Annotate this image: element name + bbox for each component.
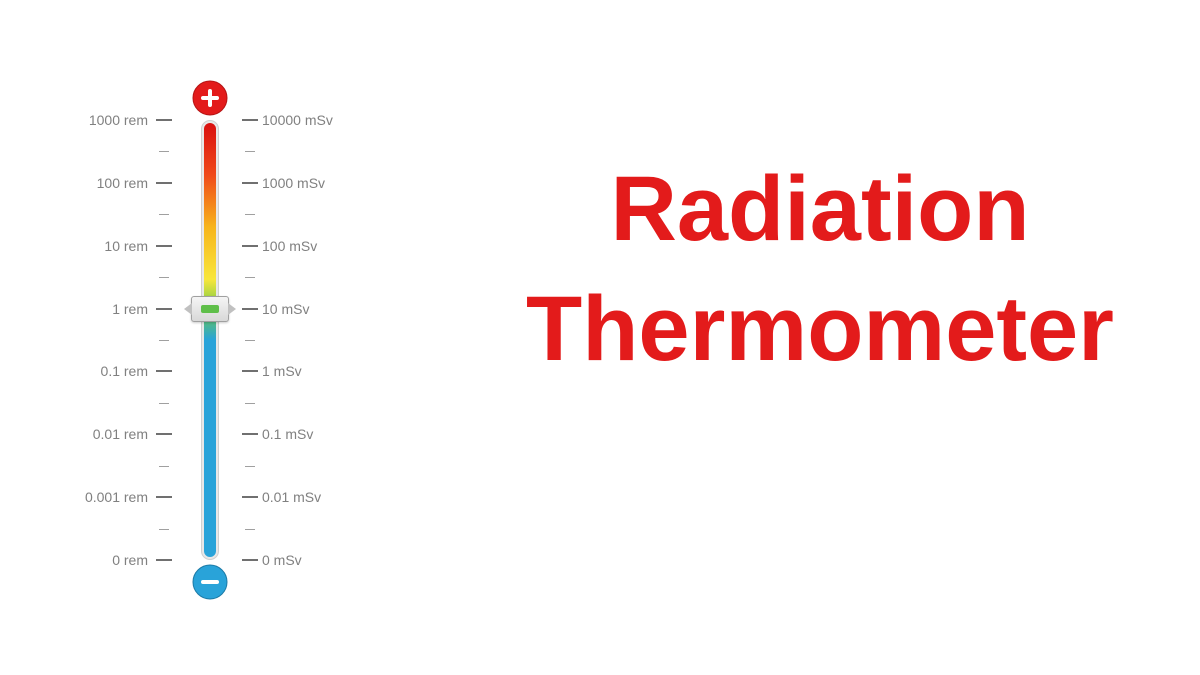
- level-label-left: 0.01 rem: [60, 426, 148, 442]
- level-label-left: 0.001 rem: [60, 489, 148, 505]
- title-block: Radiation Thermometer: [440, 150, 1200, 389]
- title-line-1: Radiation: [440, 150, 1200, 270]
- minor-tick-right: [245, 529, 255, 530]
- minor-tick-right: [245, 340, 255, 341]
- tick-right: [242, 496, 258, 498]
- minor-tick-left: [159, 151, 169, 152]
- minor-tick-right: [245, 403, 255, 404]
- tick-right: [242, 245, 258, 247]
- minor-tick-right: [245, 214, 255, 215]
- tick-left: [156, 245, 172, 247]
- tick-left: [156, 496, 172, 498]
- slider-grip: [201, 305, 219, 313]
- minor-tick-left: [159, 403, 169, 404]
- minor-tick-right: [245, 151, 255, 152]
- level-label-right: 10000 mSv: [262, 112, 362, 128]
- level-label-right: 0.1 mSv: [262, 426, 362, 442]
- level-label-left: 100 rem: [60, 175, 148, 191]
- level-label-right: 0 mSv: [262, 552, 362, 568]
- minor-tick-right: [245, 277, 255, 278]
- level-label-right: 10 mSv: [262, 301, 362, 317]
- tick-right: [242, 370, 258, 372]
- tick-right: [242, 119, 258, 121]
- level-label-left: 0 rem: [60, 552, 148, 568]
- level-label-right: 1000 mSv: [262, 175, 362, 191]
- level-label-right: 0.01 mSv: [262, 489, 362, 505]
- minor-tick-left: [159, 277, 169, 278]
- level-label-left: 1000 rem: [60, 112, 148, 128]
- level-label-right: 1 mSv: [262, 363, 362, 379]
- minor-tick-left: [159, 529, 169, 530]
- minor-tick-left: [159, 214, 169, 215]
- level-label-left: 1 rem: [60, 301, 148, 317]
- level-label-left: 10 rem: [60, 238, 148, 254]
- tick-right: [242, 559, 258, 561]
- thermometer-fill: [204, 123, 216, 557]
- tick-right: [242, 308, 258, 310]
- cap-bottom: [192, 564, 228, 600]
- tick-left: [156, 370, 172, 372]
- tick-right: [242, 182, 258, 184]
- minor-tick-left: [159, 340, 169, 341]
- tick-left: [156, 559, 172, 561]
- minus-icon: [192, 564, 228, 600]
- title-line-2: Thermometer: [440, 270, 1200, 390]
- tick-left: [156, 308, 172, 310]
- tick-right: [242, 433, 258, 435]
- tick-left: [156, 433, 172, 435]
- minor-tick-right: [245, 466, 255, 467]
- radiation-thermometer: 1000 rem 10000 mSv 100 rem 1000 mSv 10 rem 10…: [60, 80, 360, 600]
- plus-icon: [192, 80, 228, 116]
- level-label-left: 0.1 rem: [60, 363, 148, 379]
- cap-top: [192, 80, 228, 116]
- level-label-right: 100 mSv: [262, 238, 362, 254]
- tick-left: [156, 182, 172, 184]
- tick-left: [156, 119, 172, 121]
- thermometer-tube: [201, 120, 219, 560]
- thermometer-slider[interactable]: [191, 296, 229, 322]
- minor-tick-left: [159, 466, 169, 467]
